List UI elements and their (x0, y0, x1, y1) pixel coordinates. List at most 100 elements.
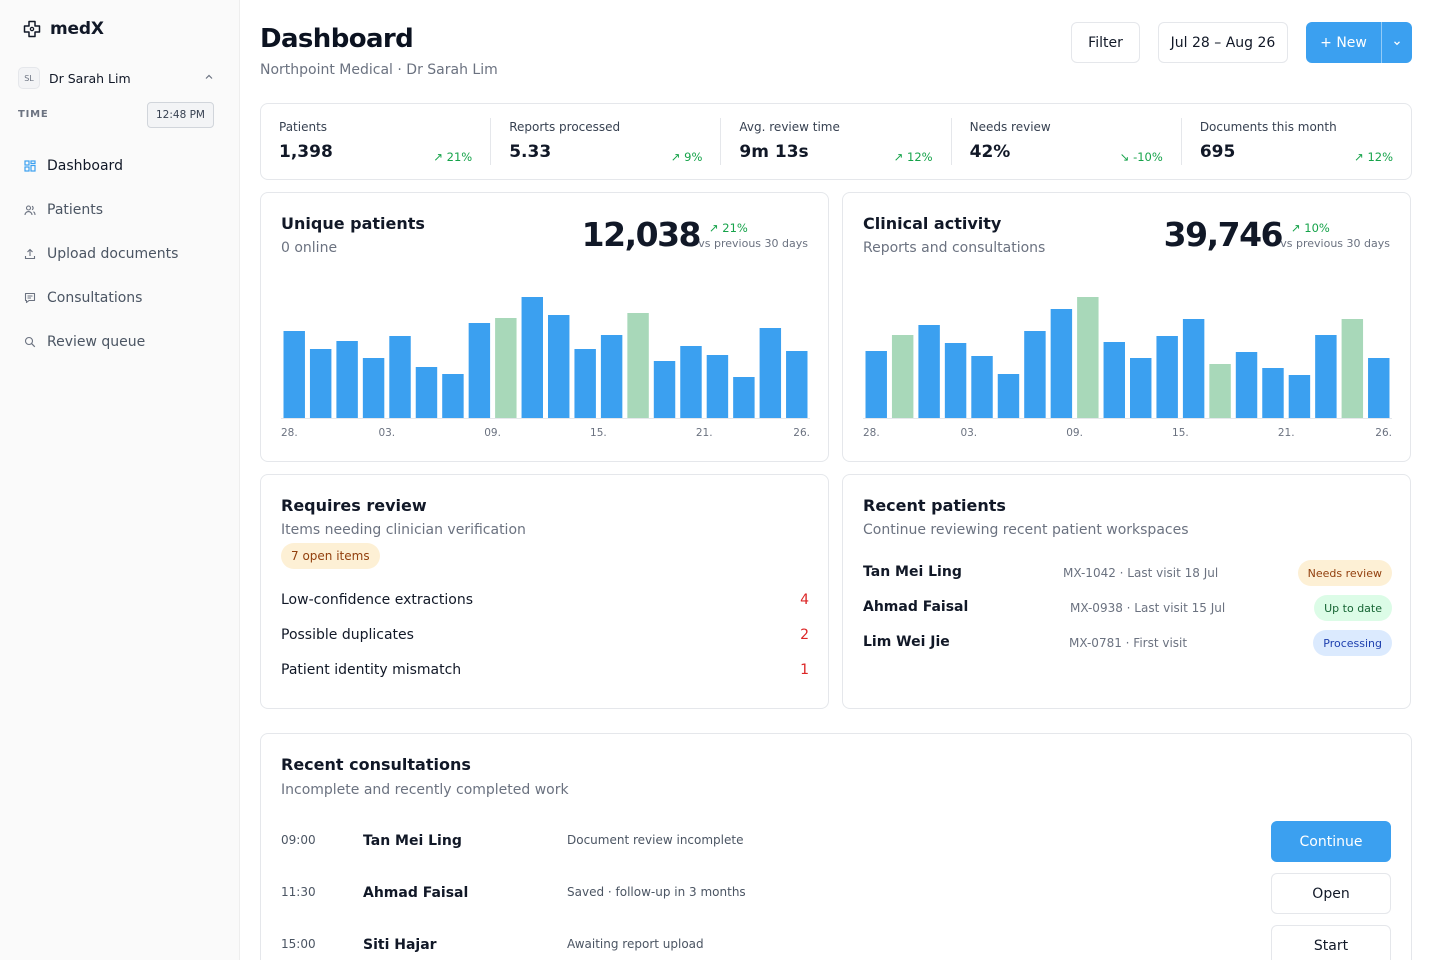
patient-meta: MX-0781 · First visit (1069, 636, 1188, 650)
chart-bar[interactable] (1050, 309, 1073, 418)
consultation-status: Saved · follow-up in 3 months (567, 885, 746, 899)
chart-bar[interactable] (627, 313, 649, 418)
sidebar-nav: Dashboard Patients Upload documents Cons… (0, 144, 240, 364)
chart-bar[interactable] (1368, 358, 1390, 418)
chart-bar[interactable] (1209, 364, 1231, 418)
card-subtitle: Incomplete and recently completed work (281, 782, 569, 798)
chart-bar[interactable] (548, 315, 570, 418)
stat-delta-value: 12% (1367, 150, 1394, 164)
chart-bar[interactable] (997, 374, 1020, 418)
sidebar-item-label: Dashboard (47, 158, 123, 174)
chart-bar[interactable] (362, 358, 385, 418)
brand[interactable]: medX (22, 19, 104, 39)
x-tick-label: 26. (793, 427, 810, 439)
chart-bar[interactable] (944, 343, 967, 418)
patient-row[interactable]: Lim Wei Jie MX-0781 · First visit Proces… (863, 630, 1392, 656)
chart-bar[interactable] (309, 349, 332, 418)
consultation-time: 11:30 (281, 885, 316, 899)
x-tick-label: 15. (590, 427, 607, 439)
chart-bar[interactable] (1315, 335, 1337, 418)
stat-delta: ↘ -10% (1120, 150, 1163, 164)
review-item[interactable]: Low-confidence extractions 4 (281, 592, 809, 612)
chart-delta-value: 21% (722, 221, 748, 235)
sidebar-item-upload-documents[interactable]: Upload documents (0, 232, 240, 276)
patient-row[interactable]: Ahmad Faisal MX-0938 · Last visit 15 Jul… (863, 595, 1392, 621)
card-title: Recent consultations (281, 755, 471, 774)
chart-bar[interactable] (1235, 352, 1258, 418)
card-subtitle: 0 online (281, 240, 338, 256)
stat-needs-review: Needs review 42% ↘ -10% (952, 118, 1182, 165)
chart-bar[interactable] (415, 367, 438, 418)
chart-bar[interactable] (1262, 368, 1284, 418)
review-item[interactable]: Patient identity mismatch 1 (281, 662, 809, 682)
trend-up-icon: ↗ (1291, 221, 1305, 235)
chart-bar[interactable] (600, 335, 623, 418)
card-subtitle: Reports and consultations (863, 240, 1046, 256)
filter-button[interactable]: Filter (1071, 22, 1140, 63)
chart-bar[interactable] (759, 328, 782, 418)
user-switcher[interactable]: SL Dr Sarah Lim (18, 67, 218, 89)
consultation-patient[interactable]: Siti Hajar (363, 937, 437, 953)
chart-bar[interactable] (653, 361, 676, 418)
chart-bar[interactable] (1156, 336, 1178, 418)
time-label: TIME (18, 109, 49, 120)
chart-bar[interactable] (1341, 319, 1364, 418)
stat-delta-value: 9% (684, 150, 703, 164)
stat-delta: ↗ 9% (671, 150, 703, 164)
start-button[interactable]: Start (1271, 925, 1391, 960)
date-range-button[interactable]: Jul 28 – Aug 26 (1158, 22, 1288, 63)
chart-bar[interactable] (1288, 375, 1311, 418)
chart-bar[interactable] (574, 349, 596, 418)
chart-bar[interactable] (283, 331, 305, 418)
stat-delta-value: 21% (446, 150, 473, 164)
chart-bar[interactable] (389, 336, 411, 418)
chart-bar[interactable] (468, 323, 491, 418)
new-dropdown-button[interactable] (1382, 22, 1412, 63)
dashboard-icon (24, 160, 36, 172)
chart-bar[interactable] (786, 351, 808, 418)
avatar: SL (18, 67, 40, 89)
chart-bar[interactable] (918, 325, 940, 418)
time-row: TIME 12:48 PM (18, 102, 214, 128)
stat-avg-review-time: Avg. review time 9m 13s ↗ 12% (721, 118, 952, 165)
continue-button[interactable]: Continue (1271, 821, 1391, 862)
chart-bar[interactable] (1103, 342, 1125, 418)
patient-name: Tan Mei Ling (863, 564, 962, 580)
chart-bar[interactable] (706, 355, 729, 418)
sidebar-item-consultations[interactable]: Consultations (0, 276, 240, 320)
search-icon (24, 336, 36, 348)
chart-bar[interactable] (1077, 297, 1099, 418)
open-button[interactable]: Open (1271, 873, 1391, 914)
trend-up-icon: ↗ (433, 150, 447, 164)
stat-value: 9m 13s (739, 142, 809, 162)
sidebar-item-review-queue[interactable]: Review queue (0, 320, 240, 364)
consultation-patient[interactable]: Tan Mei Ling (363, 833, 462, 849)
consultation-patient[interactable]: Ahmad Faisal (363, 885, 469, 901)
review-item[interactable]: Possible duplicates 2 (281, 627, 809, 647)
x-tick-label: 03. (960, 427, 977, 439)
stat-delta-value: 12% (907, 150, 933, 164)
chart-bar[interactable] (971, 356, 993, 418)
chart-bar[interactable] (336, 341, 358, 418)
review-item-label: Low-confidence extractions (281, 592, 473, 608)
x-tick-label: 09. (1066, 427, 1083, 439)
x-tick-label: 21. (1278, 427, 1295, 439)
chart-bar[interactable] (442, 374, 464, 418)
trend-up-icon: ↗ (1354, 150, 1368, 164)
chat-icon (24, 292, 36, 304)
chart-bar[interactable] (865, 351, 887, 418)
chart-bar[interactable] (680, 346, 702, 418)
chart-bar[interactable] (521, 297, 543, 418)
sidebar-item-patients[interactable]: Patients (0, 188, 240, 232)
chart-bar[interactable] (1024, 331, 1046, 418)
x-tick-label: 28. (281, 427, 298, 439)
chart-bar[interactable] (733, 377, 755, 418)
chart-bar[interactable] (1130, 358, 1152, 418)
patient-row[interactable]: Tan Mei Ling MX-1042 · Last visit 18 Jul… (863, 560, 1392, 586)
stat-patients: Patients 1,398 ↗ 21% (261, 118, 492, 165)
sidebar-item-dashboard[interactable]: Dashboard (0, 144, 240, 188)
chart-bar[interactable] (1182, 319, 1205, 418)
chart-bar[interactable] (495, 318, 517, 418)
chart-bar[interactable] (891, 335, 914, 418)
new-button[interactable]: + New (1306, 22, 1382, 63)
